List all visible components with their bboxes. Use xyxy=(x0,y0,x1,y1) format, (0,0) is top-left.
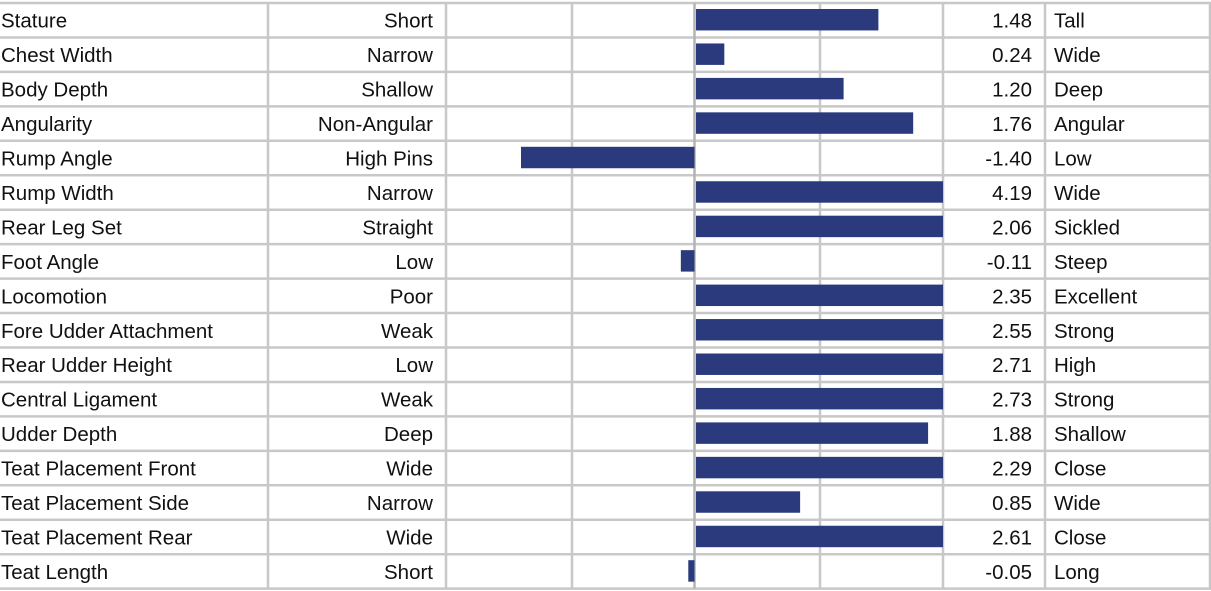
trait-bar xyxy=(696,112,914,134)
trait-label: Central Ligament xyxy=(1,389,157,412)
low-descriptor-label: Poor xyxy=(390,285,433,308)
high-descriptor-label: Excellent xyxy=(1054,285,1137,308)
high-descriptor-label: High xyxy=(1054,354,1096,377)
high-descriptor-label: Wide xyxy=(1054,182,1101,205)
value-label: 1.76 xyxy=(992,113,1032,136)
value-label: 2.29 xyxy=(992,458,1032,481)
trait-bar xyxy=(696,77,844,100)
value-label: 2.55 xyxy=(992,320,1032,343)
value-label: -1.40 xyxy=(985,148,1032,171)
high-descriptor-label: Strong xyxy=(1054,320,1114,343)
trait-bar xyxy=(696,456,943,479)
trait-bar xyxy=(696,319,943,341)
value-label: 0.85 xyxy=(992,492,1032,515)
trait-label: Udder Depth xyxy=(1,423,117,446)
value-label: 1.88 xyxy=(992,423,1032,446)
high-descriptor-label: Angular xyxy=(1054,113,1125,136)
trait-label: Teat Length xyxy=(1,561,108,584)
low-descriptor-label: Weak xyxy=(381,389,434,412)
trait-bar xyxy=(696,9,879,31)
low-descriptor-label: Non-Angular xyxy=(318,113,433,136)
trait-bar xyxy=(696,43,725,65)
value-label: -0.11 xyxy=(987,251,1032,274)
high-descriptor-label: Sickled xyxy=(1054,216,1120,239)
trait-label: Chest Width xyxy=(1,44,113,67)
low-descriptor-label: Deep xyxy=(384,423,433,446)
value-label: 2.71 xyxy=(992,354,1032,377)
low-descriptor-label: Shallow xyxy=(361,79,433,102)
value-label: 1.48 xyxy=(992,10,1032,33)
trait-bar xyxy=(688,560,695,582)
value-label: 1.20 xyxy=(992,79,1032,102)
high-descriptor-label: Wide xyxy=(1054,492,1101,515)
high-descriptor-label: Low xyxy=(1054,148,1092,171)
low-descriptor-label: High Pins xyxy=(345,148,433,171)
trait-label: Fore Udder Attachment xyxy=(1,320,213,343)
trait-label: Teat Placement Rear xyxy=(1,526,193,549)
high-descriptor-label: Shallow xyxy=(1054,423,1126,446)
low-descriptor-label: Short xyxy=(384,10,433,33)
trait-label: Body Depth xyxy=(1,79,108,102)
value-label: 4.19 xyxy=(992,182,1032,205)
low-descriptor-label: Narrow xyxy=(367,182,433,205)
trait-label: Rump Angle xyxy=(1,148,113,171)
trait-label: Angularity xyxy=(1,113,93,136)
high-descriptor-label: Wide xyxy=(1054,44,1101,67)
high-descriptor-label: Strong xyxy=(1054,389,1114,412)
trait-bar xyxy=(521,146,695,169)
value-label: 2.73 xyxy=(992,389,1032,412)
value-label: 2.35 xyxy=(992,285,1032,308)
trait-label: Rear Leg Set xyxy=(1,216,122,239)
trait-bar xyxy=(696,525,943,548)
trait-label: Teat Placement Front xyxy=(1,458,196,481)
low-descriptor-label: Low xyxy=(395,251,433,274)
low-descriptor-label: Wide xyxy=(386,458,433,481)
high-descriptor-label: Close xyxy=(1054,526,1106,549)
low-descriptor-label: Narrow xyxy=(367,492,433,515)
low-descriptor-label: Short xyxy=(384,561,433,584)
trait-bar xyxy=(696,181,943,203)
low-descriptor-label: Weak xyxy=(381,320,434,343)
trait-label: Rear Udder Height xyxy=(1,354,172,377)
low-descriptor-label: Narrow xyxy=(367,44,433,67)
trait-bar xyxy=(680,250,695,272)
trait-label: Locomotion xyxy=(1,285,107,308)
trait-label: Foot Angle xyxy=(1,251,99,274)
high-descriptor-label: Deep xyxy=(1054,79,1103,102)
trait-bar xyxy=(696,284,943,307)
trait-bar xyxy=(696,491,801,513)
trait-label: Teat Placement Side xyxy=(1,492,189,515)
trait-bar xyxy=(696,215,943,238)
value-label: -0.05 xyxy=(985,561,1032,584)
high-descriptor-label: Tall xyxy=(1054,10,1085,33)
trait-label: Stature xyxy=(1,10,67,33)
value-label: 2.06 xyxy=(992,216,1032,239)
low-descriptor-label: Wide xyxy=(386,526,433,549)
high-descriptor-label: Steep xyxy=(1054,251,1108,274)
value-label: 0.24 xyxy=(992,44,1032,67)
high-descriptor-label: Close xyxy=(1054,458,1106,481)
trait-bar xyxy=(696,422,929,444)
trait-bar xyxy=(696,387,943,410)
high-descriptor-label: Long xyxy=(1054,561,1100,584)
low-descriptor-label: Straight xyxy=(362,216,433,239)
low-descriptor-label: Low xyxy=(395,354,433,377)
value-label: 2.61 xyxy=(992,526,1032,549)
trait-bar xyxy=(696,353,943,375)
trait-label: Rump Width xyxy=(1,182,114,205)
